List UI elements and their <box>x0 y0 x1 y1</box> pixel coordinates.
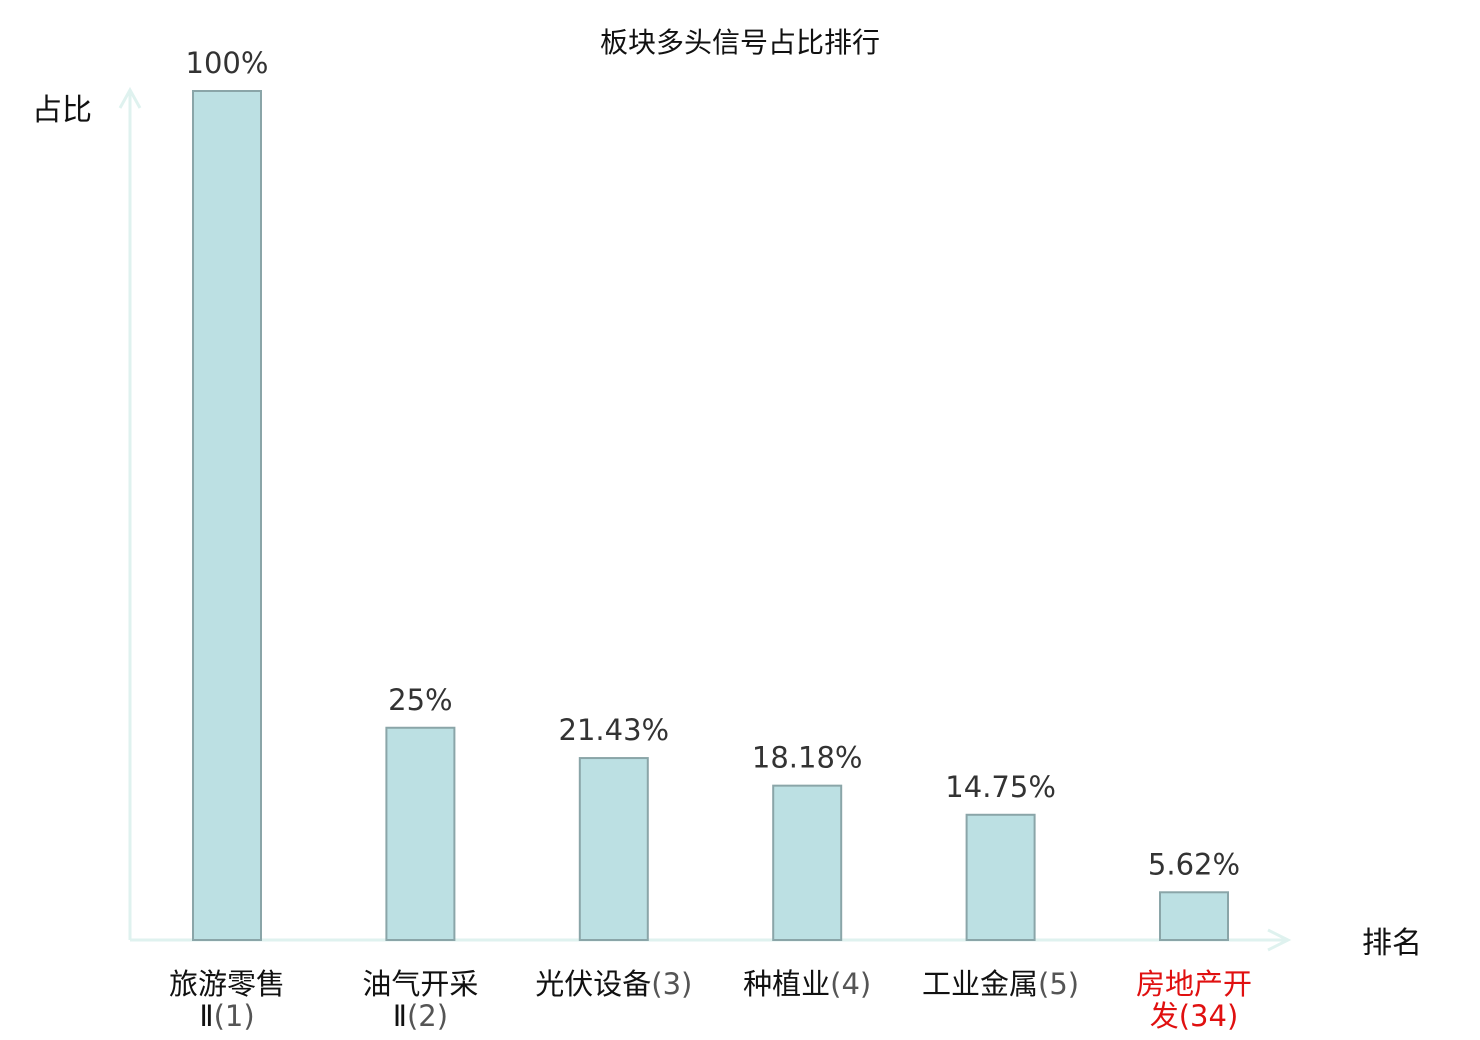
category-label: 旅游零售 Ⅱ(1) <box>169 967 285 1033</box>
bar-value-label: 21.43% <box>559 713 670 747</box>
category-label: 光伏设备(3) <box>535 967 692 1001</box>
bar-value-label: 100% <box>186 46 269 80</box>
bar <box>192 90 262 941</box>
x-axis-arrow <box>1267 928 1292 952</box>
category-labels: 旅游零售 Ⅱ(1) 油气开采 Ⅱ(2) 光伏设备(3) 种植业(4) 工业金属(5) 房地产开… <box>169 967 1252 1033</box>
category-label: 房地产开发(34) <box>1136 967 1252 1033</box>
bar <box>965 813 1036 942</box>
chart-title: 板块多头信号占比排行 <box>600 26 880 59</box>
bar <box>385 726 456 941</box>
y-axis-label: 占比 <box>32 93 92 128</box>
bar-value-label: 25% <box>388 683 452 717</box>
bar <box>578 757 649 942</box>
bar <box>772 784 843 941</box>
category-label: 油气开采 Ⅱ(2) <box>362 967 478 1033</box>
bars <box>192 90 1229 942</box>
y-axis-arrow <box>118 86 142 109</box>
bar-value-label: 5.62% <box>1148 847 1240 881</box>
x-axis-label: 排名 <box>1362 926 1422 961</box>
category-label: 工业金属(5) <box>922 967 1079 1001</box>
category-label: 种植业(4) <box>743 967 871 1001</box>
bar-value-label: 14.75% <box>945 770 1056 804</box>
bar-value-label: 18.18% <box>752 741 863 775</box>
value-labels: 100% 25% 21.43% 18.18% 14.75% 5.62% <box>186 46 1241 881</box>
bar <box>1159 891 1229 941</box>
